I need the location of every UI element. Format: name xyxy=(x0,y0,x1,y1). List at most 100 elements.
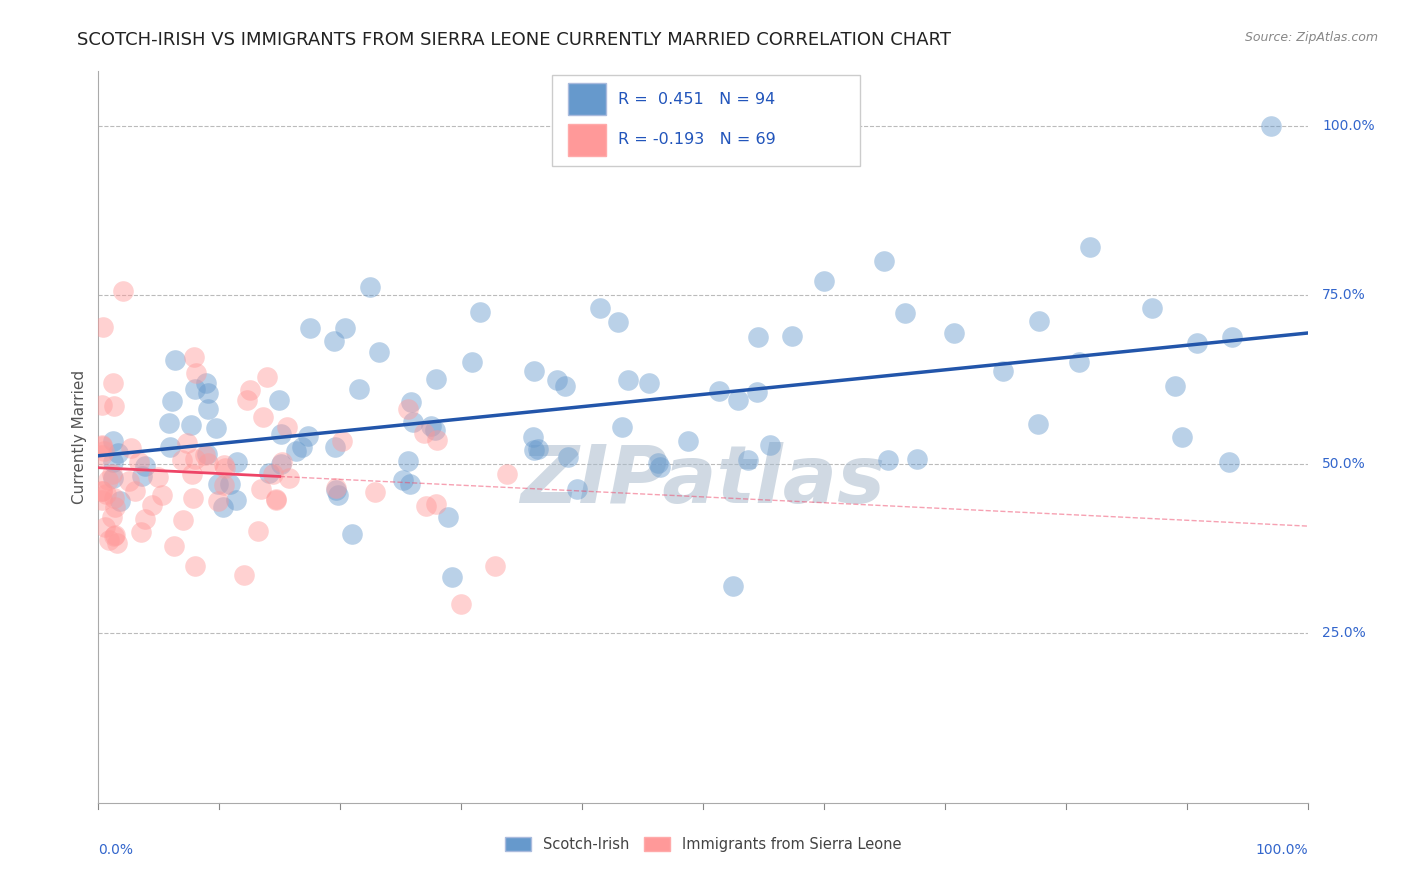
Point xyxy=(183,351,205,365)
Point xyxy=(91,438,114,452)
Point xyxy=(131,468,153,483)
Point xyxy=(1185,335,1208,350)
Point xyxy=(557,450,579,464)
Point xyxy=(398,477,420,491)
Point xyxy=(129,524,152,539)
Point xyxy=(1218,455,1240,469)
Point xyxy=(103,399,125,413)
FancyBboxPatch shape xyxy=(551,75,860,167)
Point xyxy=(225,493,247,508)
Point xyxy=(111,285,134,299)
Point xyxy=(105,536,128,550)
Point xyxy=(747,330,769,344)
Point xyxy=(333,320,356,334)
Point xyxy=(93,443,115,458)
Point xyxy=(186,367,208,381)
Point xyxy=(326,488,349,502)
Point xyxy=(299,321,322,335)
Point xyxy=(270,457,292,471)
Point xyxy=(1164,379,1187,393)
Point xyxy=(141,499,163,513)
Point xyxy=(589,301,612,315)
Point xyxy=(637,376,659,391)
Point xyxy=(813,274,835,288)
Point xyxy=(270,455,292,469)
Point xyxy=(270,427,292,442)
Point xyxy=(1171,430,1194,444)
Point xyxy=(399,394,422,409)
Point xyxy=(612,419,634,434)
Point xyxy=(91,439,114,453)
Point xyxy=(207,477,229,491)
Point xyxy=(195,447,218,461)
Point xyxy=(1078,240,1101,254)
Point xyxy=(97,473,120,487)
Point xyxy=(523,363,546,377)
Point xyxy=(647,456,669,470)
Point xyxy=(367,345,389,359)
Point xyxy=(676,434,699,449)
Point xyxy=(264,493,287,508)
Point xyxy=(91,484,114,499)
Point xyxy=(181,491,204,505)
Point xyxy=(727,392,749,407)
Text: 100.0%: 100.0% xyxy=(1322,119,1375,133)
Text: Source: ZipAtlas.com: Source: ZipAtlas.com xyxy=(1244,31,1378,45)
Point xyxy=(758,438,780,452)
Point xyxy=(163,353,186,368)
Point xyxy=(184,451,207,466)
Point xyxy=(1260,119,1282,133)
Point xyxy=(359,279,381,293)
Point xyxy=(297,429,319,443)
Point xyxy=(546,373,568,387)
Point xyxy=(134,459,156,474)
Point xyxy=(104,500,127,515)
Point xyxy=(108,494,131,508)
Point xyxy=(91,449,114,463)
Point xyxy=(172,513,194,527)
Point xyxy=(176,436,198,450)
Point xyxy=(450,597,472,611)
Point xyxy=(1067,355,1090,369)
Point xyxy=(415,500,437,514)
Point xyxy=(134,512,156,526)
Point xyxy=(163,539,186,553)
Point xyxy=(943,326,966,341)
Point xyxy=(157,416,180,430)
Point xyxy=(160,393,183,408)
Point xyxy=(101,510,124,524)
Point xyxy=(527,442,550,457)
Point xyxy=(212,477,235,491)
FancyBboxPatch shape xyxy=(568,124,606,156)
Point xyxy=(104,528,127,542)
Point xyxy=(495,467,517,482)
Point xyxy=(118,474,141,488)
Point xyxy=(276,420,298,434)
Point xyxy=(264,491,287,506)
Point xyxy=(709,384,731,399)
Point xyxy=(437,509,460,524)
Point xyxy=(1028,314,1050,328)
Point xyxy=(1220,330,1243,344)
Point xyxy=(257,466,280,480)
Point xyxy=(226,455,249,469)
Point xyxy=(347,382,370,396)
Point xyxy=(107,446,129,460)
Text: 75.0%: 75.0% xyxy=(1322,288,1365,301)
Point xyxy=(101,471,124,485)
Point xyxy=(98,533,121,547)
Point xyxy=(91,483,114,498)
Point xyxy=(124,483,146,498)
Point xyxy=(401,415,423,429)
Point xyxy=(239,383,262,397)
Legend: Scotch-Irish, Immigrants from Sierra Leone: Scotch-Irish, Immigrants from Sierra Leo… xyxy=(499,831,907,858)
Point xyxy=(876,453,898,467)
Point xyxy=(103,491,125,505)
Point xyxy=(461,355,484,369)
Point xyxy=(232,568,254,582)
Point xyxy=(993,364,1015,378)
Point xyxy=(780,329,803,343)
Point xyxy=(219,477,242,491)
Point xyxy=(423,423,446,437)
Point xyxy=(554,379,576,393)
